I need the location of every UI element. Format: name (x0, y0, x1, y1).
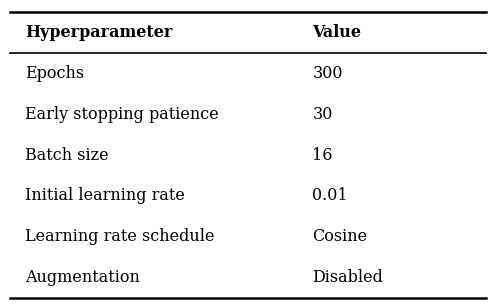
Text: Epochs: Epochs (25, 65, 84, 82)
Text: Batch size: Batch size (25, 147, 109, 164)
Text: Augmentation: Augmentation (25, 269, 140, 286)
Text: Hyperparameter: Hyperparameter (25, 24, 172, 41)
Text: Value: Value (312, 24, 362, 41)
Text: Learning rate schedule: Learning rate schedule (25, 228, 214, 245)
Text: 0.01: 0.01 (312, 187, 348, 204)
Text: 16: 16 (312, 147, 333, 164)
Text: Initial learning rate: Initial learning rate (25, 187, 185, 204)
Text: Cosine: Cosine (312, 228, 368, 245)
Text: 30: 30 (312, 106, 333, 123)
Text: Disabled: Disabled (312, 269, 383, 286)
Text: Early stopping patience: Early stopping patience (25, 106, 219, 123)
Text: 300: 300 (312, 65, 343, 82)
